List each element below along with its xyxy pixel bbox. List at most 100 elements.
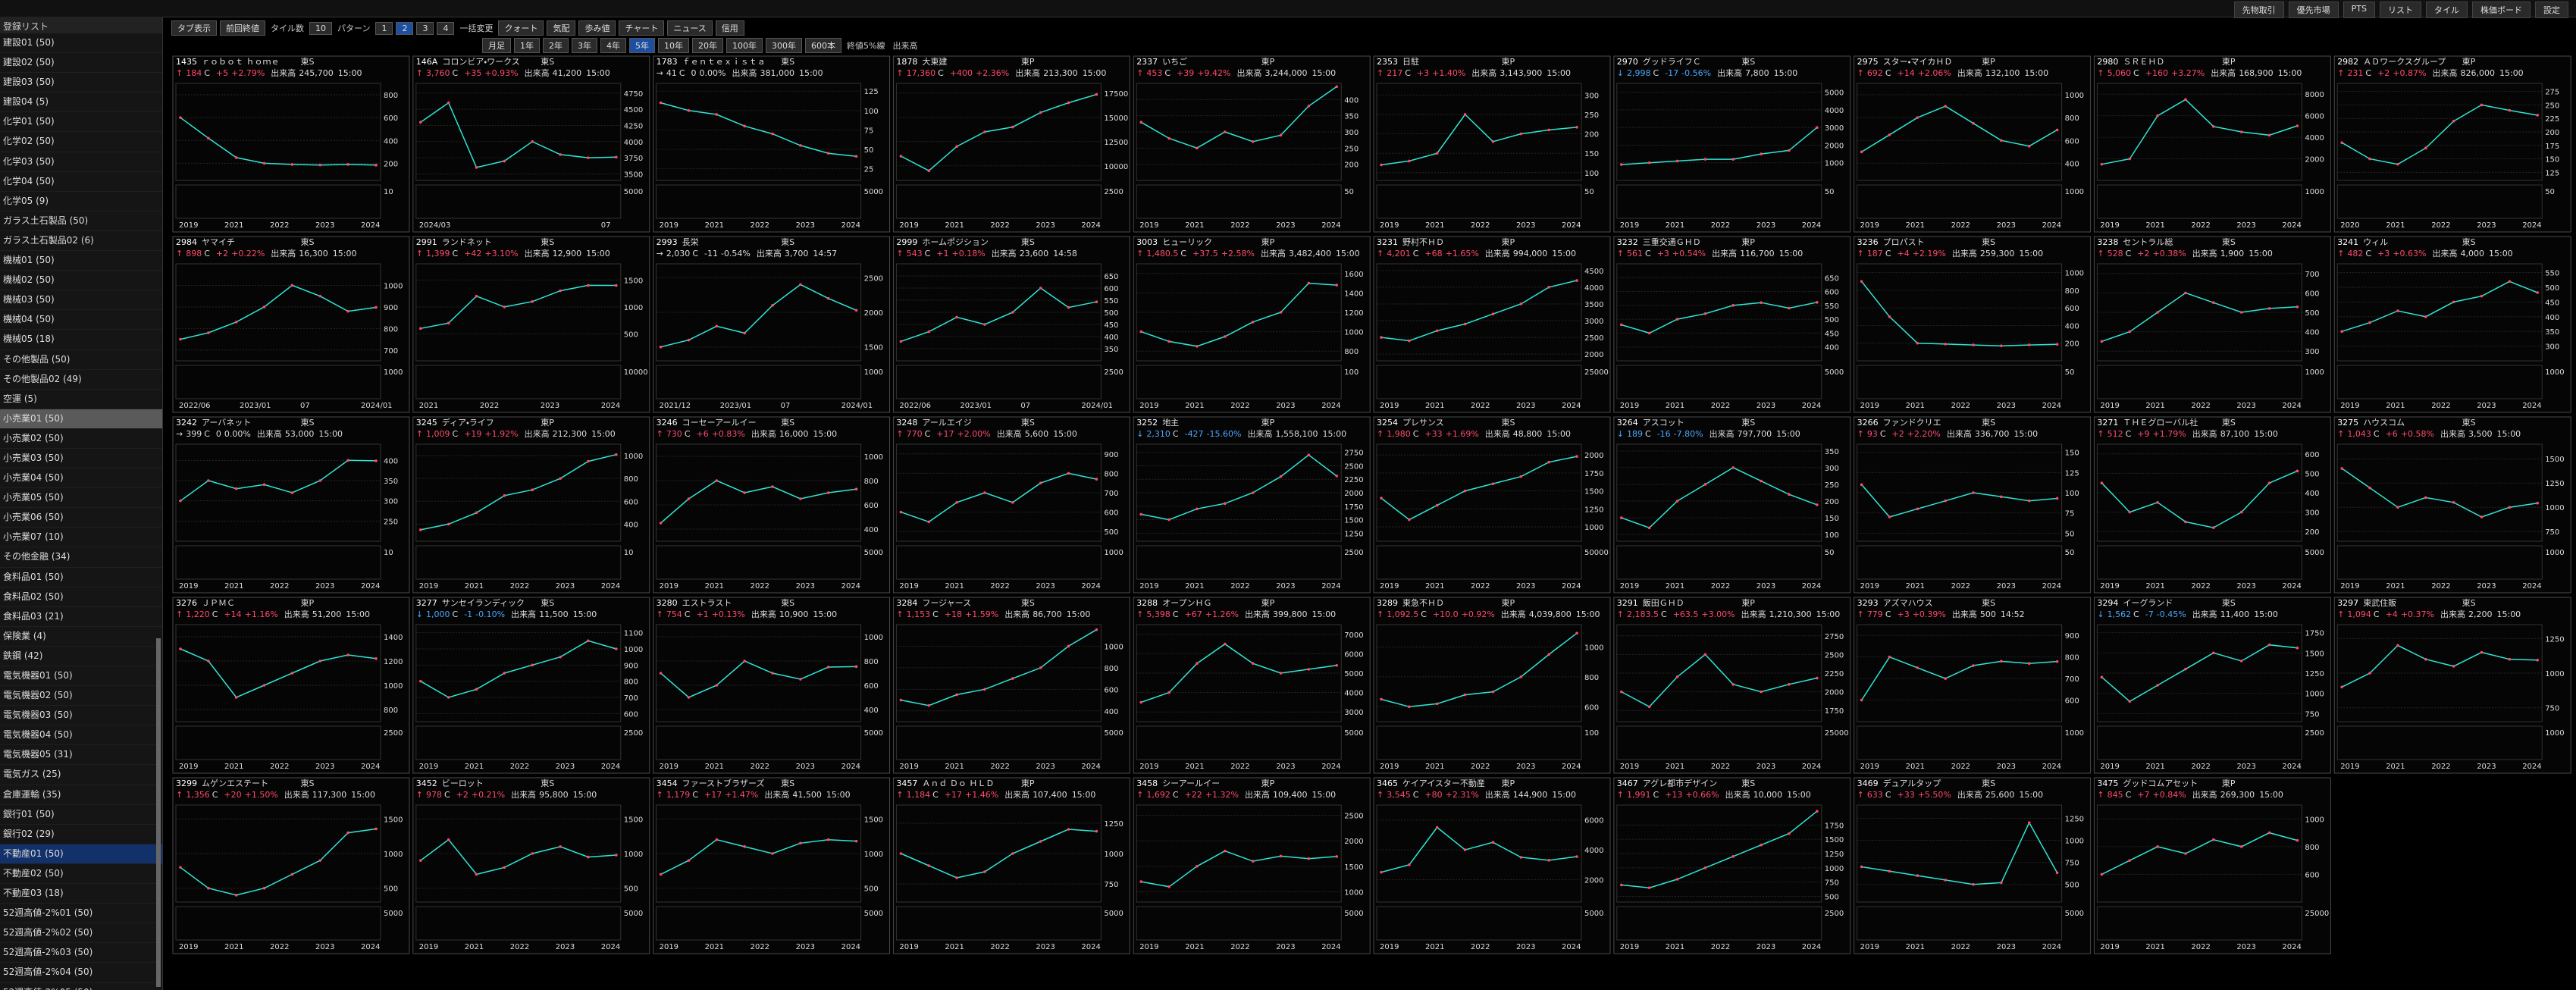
stock-tile[interactable]: 1878 大東建 東P↑ 17,360 C +400 +2.36% 出来高 213,300 15:… <box>892 55 1130 233</box>
toolbar-button[interactable]: クォート <box>498 20 544 36</box>
toolbar-button[interactable]: 前回終値 <box>220 20 265 36</box>
toolbar-button[interactable]: 20年 <box>692 38 723 53</box>
list-item[interactable]: 電気機器02 (50) <box>0 686 162 706</box>
top-button[interactable]: 優先市場 <box>2288 2 2339 18</box>
list-item[interactable]: 食料品02 (50) <box>0 587 162 607</box>
list-item[interactable]: 小売業02 (50) <box>0 429 162 449</box>
stock-tile[interactable]: 3276 ＪＰＭＣ 東P↑ 1,220 C +14 +1.16% 出来高 51,200 15:00… <box>172 597 410 774</box>
toolbar-button[interactable]: 4年 <box>600 38 626 53</box>
list-item[interactable]: 電気機器03 (50) <box>0 706 162 726</box>
stock-tile[interactable]: 3242 アーバネット 東S→ 399 C 0 0.00% 出来高 53,000 15:00400… <box>172 416 410 594</box>
stock-tile[interactable]: 3238 セントラル総 東S↑ 528 C +2 +0.38% 出来高 1,900 15:0070… <box>2093 236 2331 413</box>
stock-tile[interactable]: 1435 ｒｏｂｏｔ ｈｏｍｅ 東S↑ 184 C +5 +2.79% 出来高 245,700 1… <box>172 55 410 233</box>
list-item[interactable]: 鉄鋼 (42) <box>0 647 162 666</box>
stock-tile[interactable]: 3264 アスコット 東S↓ 189 C -16 -7.80% 出来高 797,700 15:00… <box>1613 416 1851 594</box>
stock-tile[interactable]: 3294 イーグランド 東S↓ 1,562 C -7 -0.45% 出来高 11,400 15:0… <box>2093 597 2331 774</box>
list-item[interactable]: 化学05 (9) <box>0 192 162 211</box>
stock-tile[interactable]: 3299 ムゲンエステート 東S↑ 1,356 C +20 +1.50% 出来高 117,300… <box>172 777 410 954</box>
stock-tile[interactable]: 3232 三重交通ＧＨＤ 東P↑ 561 C +3 +0.54% 出来高 116,700 15:0… <box>1613 236 1851 413</box>
list-item[interactable]: 機械03 (50) <box>0 290 162 311</box>
stock-tile[interactable]: 3293 アズマハウス 東S↑ 779 C +3 +0.39% 出来高 500 14:529008… <box>1854 597 2092 774</box>
list-item[interactable]: 建設02 (50) <box>0 53 162 74</box>
stock-tile[interactable]: 3458 シーアールイー 東P↑ 1,692 C +22 +1.32% 出来高 109,400 1… <box>1133 777 1371 954</box>
list-item[interactable]: 小売業04 (50) <box>0 468 162 489</box>
toolbar-button[interactable]: 3 <box>416 21 434 35</box>
stock-tile[interactable]: 2975 スター・マイカＨＤ 東P↑ 692 C +14 +2.06% 出来高 132,100 1… <box>1854 55 2092 233</box>
top-button[interactable]: リスト <box>2380 2 2421 18</box>
list-item[interactable]: 不動産01 (50) <box>0 844 162 864</box>
list-item[interactable]: 52週高値-2%02 (50) <box>0 923 162 944</box>
toolbar-button[interactable]: チャート <box>619 20 665 36</box>
list-item[interactable]: 小売業07 (10) <box>0 528 162 548</box>
toolbar-button[interactable]: 100年 <box>726 38 763 53</box>
stock-tile[interactable]: 3467 アグレ都市デザイン 東S↑ 1,991 C +13 +0.66% 出来高 10,000… <box>1613 777 1851 954</box>
toolbar-button[interactable]: 気配 <box>547 20 576 36</box>
list-item[interactable]: 機械05 (18) <box>0 330 162 350</box>
stock-tile[interactable]: 3457 Ａｎｄ Ｄｏ ＨＬＤ 東P↑ 1,184 C +17 +1.46% 出来高 107,4… <box>892 777 1130 954</box>
stock-tile[interactable]: 2984 ヤマイチ 東S↑ 898 C +2 +0.22% 出来高 16,300 15:00100… <box>172 236 410 413</box>
stock-tile[interactable]: 2337 いちご 東P↑ 453 C +39 +9.42% 出来高 3,244,000 15:00… <box>1133 55 1371 233</box>
stock-tile[interactable]: 3297 東武住販 東S↑ 1,094 C +4 +0.37% 出来高 2,200 15:0012… <box>2333 597 2571 774</box>
list-item[interactable]: その他製品02 (49) <box>0 370 162 390</box>
list-item[interactable]: 小売業05 (50) <box>0 488 162 509</box>
toolbar-button[interactable]: 600本 <box>805 38 841 53</box>
stock-tile[interactable]: 3284 フージャース 東S↑ 1,153 C +18 +1.59% 出来高 86,700 15:… <box>892 597 1130 774</box>
list-item[interactable]: ガラス土石製品 (50) <box>0 211 162 231</box>
list-item[interactable]: 建設01 (50) <box>0 33 162 54</box>
list-item[interactable]: 電気ガス (25) <box>0 765 162 785</box>
list-item[interactable]: 銀行01 (50) <box>0 805 162 825</box>
list-item[interactable]: 電気機器05 (31) <box>0 745 162 766</box>
stock-tile[interactable]: 3277 サンセイランディック 東S↓ 1,000 C -1 -0.10% 出来高 11,500… <box>412 597 650 774</box>
toolbar-button[interactable]: タブ表示 <box>171 20 217 36</box>
stock-tile[interactable]: 2991 ランドネット 東S↑ 1,399 C +42 +3.10% 出来高 12,900 15:… <box>412 236 650 413</box>
list-item[interactable]: 不動産03 (18) <box>0 884 162 904</box>
stock-tile[interactable]: 3246 コーセーアールイー 東S↑ 730 C +6 +0.83% 出来高 16,000 15:… <box>653 416 891 594</box>
list-item[interactable]: 機械01 (50) <box>0 251 162 271</box>
stock-tile[interactable]: 3245 ディア・ライフ 東P↑ 1,009 C +19 +1.92% 出来高 212,300 1… <box>412 416 650 594</box>
toolbar-button[interactable]: 月足 <box>482 38 511 53</box>
top-button[interactable]: 株価ボード <box>2472 2 2531 18</box>
toolbar-button[interactable]: 1年 <box>514 38 540 53</box>
list-item[interactable]: 機械04 (50) <box>0 310 162 331</box>
stock-tile[interactable]: 3291 飯田ＧＨＤ 東P↑ 2,183.5 C +63.5 +3.00% 出来高 1,210,… <box>1613 597 1851 774</box>
list-item[interactable]: 化学04 (50) <box>0 172 162 192</box>
stock-tile[interactable]: 3254 プレサンス 東S↑ 1,980 C +33 +1.69% 出来高 48,800 15:0… <box>1373 416 1611 594</box>
list-item[interactable]: 不動産02 (50) <box>0 864 162 885</box>
toolbar-button[interactable]: 2年 <box>543 38 569 53</box>
list-item[interactable]: その他金融 (34) <box>0 547 162 568</box>
scrollbar[interactable] <box>156 638 161 987</box>
top-button[interactable]: 設定 <box>2535 2 2568 18</box>
toolbar-button[interactable]: 300年 <box>766 38 802 53</box>
list-item[interactable]: 化学01 (50) <box>0 112 162 133</box>
toolbar-button[interactable]: 歩み値 <box>578 20 616 36</box>
list-item[interactable]: 食料品01 (50) <box>0 568 162 587</box>
toolbar-button[interactable]: 信用 <box>715 20 744 36</box>
stock-tile[interactable]: 3266 ファンドクリエ 東S↑ 93 C +2 +2.20% 出来高 336,700 15:00… <box>1854 416 2092 594</box>
stock-tile[interactable]: 2993 長栄 東S→ 2,030 C -11 -0.54% 出来高 3,700 14:57250… <box>653 236 891 413</box>
list-item[interactable]: 機械02 (50) <box>0 271 162 291</box>
list-item[interactable]: 小売業03 (50) <box>0 449 162 469</box>
list-item[interactable]: 小売業01 (50) <box>0 409 162 429</box>
toolbar-button[interactable]: 2 <box>396 21 414 35</box>
top-button[interactable]: タイル <box>2426 2 2468 18</box>
stock-tile[interactable]: 3465 ケイアイスター不動産 東P↑ 3,545 C +80 +2.31% 出来高 144,9… <box>1373 777 1611 954</box>
toolbar-button[interactable]: 10年 <box>658 38 689 53</box>
list-item[interactable]: 化学03 (50) <box>0 152 162 172</box>
stock-tile[interactable]: 3288 オープンＨＧ 東P↑ 5,398 C +67 +1.26% 出来高 399,800 15… <box>1133 597 1371 774</box>
toolbar-button[interactable]: 5年 <box>629 38 655 53</box>
stock-tile[interactable]: 3241 ウィル 東S↑ 482 C +3 +0.63% 出来高 4,000 15:0055050… <box>2333 236 2571 413</box>
stock-tile[interactable]: 3231 野村不ＨＤ 東P↑ 4,201 C +68 +1.65% 出来高 994,000 15:… <box>1373 236 1611 413</box>
stock-tile[interactable]: 1783 ｆｅｎｔｅｘｉｓｔａ 東S→ 41 C 0 0.00% 出来高 381,000 15:0… <box>653 55 891 233</box>
stock-tile[interactable]: 2970 グッドライフＣ 東S↓ 2,998 C -17 -0.56% 出来高 7,800 15:… <box>1613 55 1851 233</box>
toolbar-button[interactable]: 3年 <box>572 38 597 53</box>
stock-tile[interactable]: 3248 アールエイジ 東S↑ 770 C +17 +2.00% 出来高 5,600 15:009… <box>892 416 1130 594</box>
stock-tile[interactable]: 3252 地主 東P↓ 2,310 C -427 -15.60% 出来高 1,558,100 15… <box>1133 416 1371 594</box>
top-button[interactable]: 先物取引 <box>2233 2 2284 18</box>
list-item[interactable]: ガラス土石製品02 (6) <box>0 231 162 252</box>
list-item[interactable]: 52週高値-2%01 (50) <box>0 904 162 924</box>
list-item[interactable]: 銀行02 (29) <box>0 825 162 844</box>
stock-tile[interactable]: 3454 ファーストブラザーズ 東S↑ 1,179 C +17 +1.47% 出来高 41,50… <box>653 777 891 954</box>
stock-tile[interactable]: 3469 デュアルタップ 東S↑ 633 C +33 +5.50% 出来高 25,600 15:0… <box>1854 777 2092 954</box>
stock-tile[interactable]: 3003 ヒューリック 東P↑ 1,480.5 C +37.5 +2.58% 出来高 3,482… <box>1133 236 1371 413</box>
list-item[interactable]: その他製品 (50) <box>0 350 162 370</box>
